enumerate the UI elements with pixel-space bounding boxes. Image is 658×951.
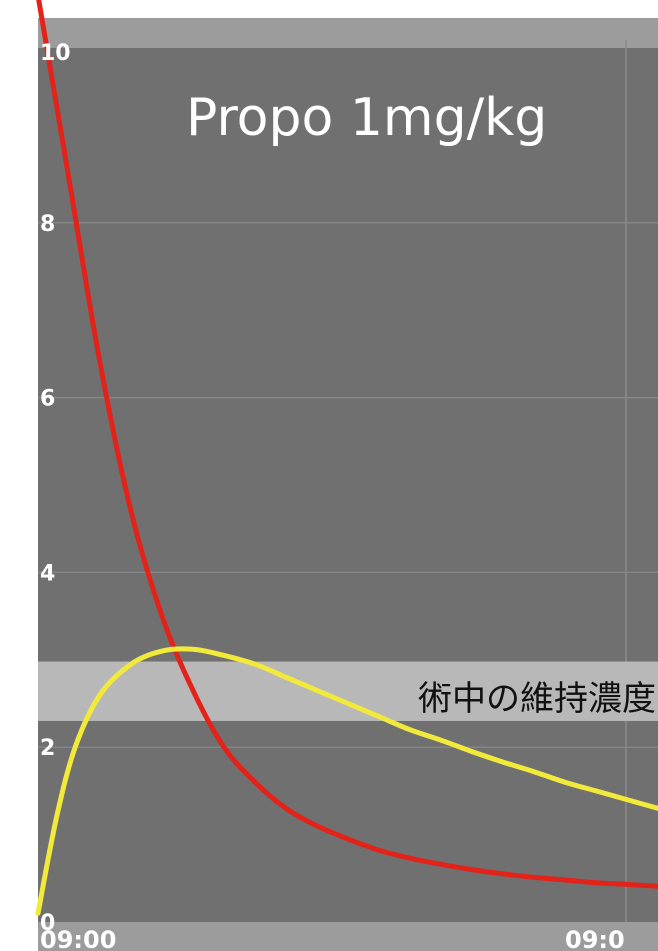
plot-area bbox=[38, 18, 658, 922]
maintenance-band bbox=[38, 661, 658, 721]
grid bbox=[38, 40, 658, 922]
y-tick-label-2: 4 bbox=[40, 561, 55, 586]
y-tick-label-4: 8 bbox=[40, 212, 55, 237]
series-layer bbox=[35, 0, 658, 916]
y-tick-label-5: 10 bbox=[40, 41, 71, 66]
x-tick-label-1: 09:0 bbox=[565, 926, 625, 951]
chart-title: Propo 1mg/kg bbox=[186, 88, 547, 148]
x-tick-label-0: 09:00 bbox=[40, 926, 116, 951]
series-line-0 bbox=[36, 0, 658, 889]
top-strip bbox=[38, 18, 658, 48]
x-tick-labels: 09:00 09:0 bbox=[40, 926, 625, 951]
y-tick-labels: 0 2 4 6 8 10 bbox=[40, 41, 71, 936]
band-label: 術中の維持濃度 bbox=[418, 679, 656, 719]
y-tick-label-3: 6 bbox=[40, 387, 55, 412]
series-line-1 bbox=[35, 646, 658, 916]
bottom-strip bbox=[38, 922, 658, 951]
y-tick-label-1: 2 bbox=[40, 736, 55, 761]
y-tick-label-0: 0 bbox=[40, 911, 55, 936]
